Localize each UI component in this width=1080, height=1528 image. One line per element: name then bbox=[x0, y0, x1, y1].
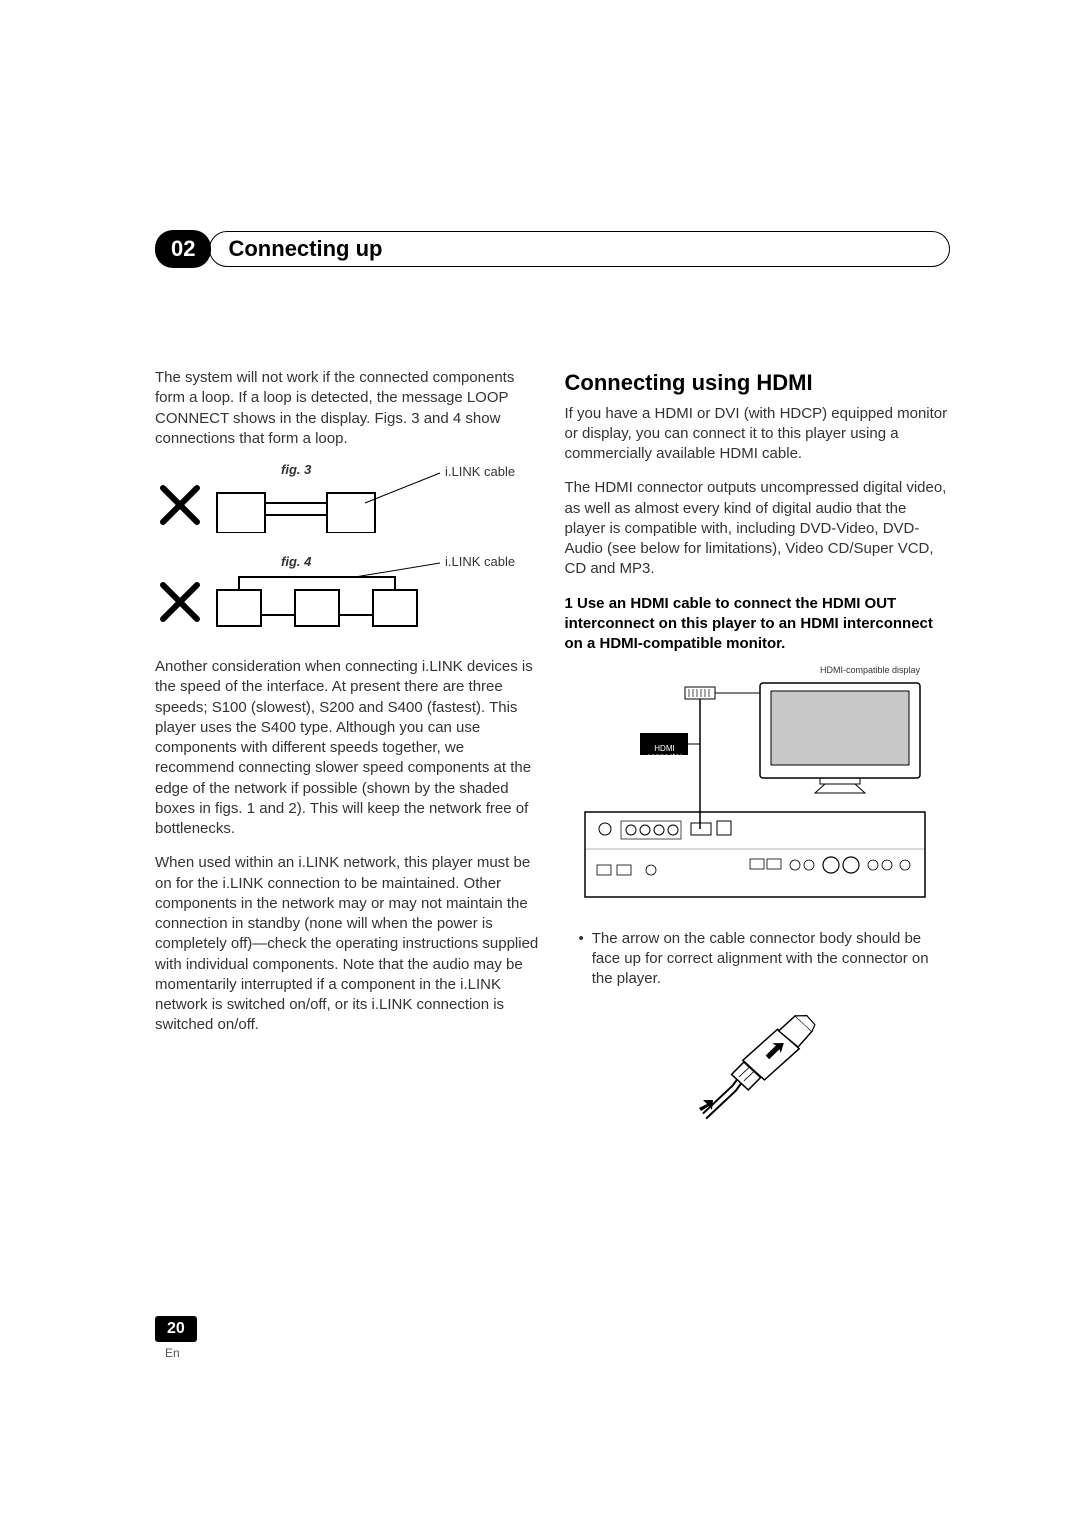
hdmi-connector-label: HDMI connector bbox=[643, 745, 687, 761]
fig3-label: fig. 3 bbox=[281, 461, 311, 479]
chapter-number-badge: 02 bbox=[155, 230, 211, 268]
display-caption: HDMI-compatible display bbox=[565, 664, 951, 676]
network-paragraph: When used within an i.LINK network, this… bbox=[155, 853, 541, 1035]
content-columns: The system will not work if the connecte… bbox=[155, 368, 950, 1134]
fig4-cable-label: i.LINK cable bbox=[445, 553, 515, 571]
chapter-title-container: Connecting up bbox=[209, 231, 950, 267]
fig4-label: fig. 4 bbox=[281, 553, 311, 571]
bullet-text: The arrow on the cable connector body sh… bbox=[592, 929, 950, 990]
figure-4: fig. 4 i.LINK cable bbox=[155, 555, 541, 635]
figure-3: fig. 3 i.LINK cable bbox=[155, 463, 541, 533]
hdmi-para2: The HDMI connector outputs uncompressed … bbox=[565, 478, 951, 579]
chapter-header: 02 Connecting up bbox=[155, 230, 950, 268]
hdmi-connection-diagram: HDMI-compatible display bbox=[565, 664, 951, 928]
intro-paragraph: The system will not work if the connecte… bbox=[155, 368, 541, 449]
right-column: Connecting using HDMI If you have a HDMI… bbox=[565, 368, 951, 1134]
speed-paragraph: Another consideration when connecting i.… bbox=[155, 657, 541, 839]
hdmi-heading: Connecting using HDMI bbox=[565, 368, 951, 398]
fig3-cable-label: i.LINK cable bbox=[445, 463, 515, 481]
bullet-icon: • bbox=[579, 929, 584, 990]
language-code: En bbox=[165, 1346, 180, 1360]
left-column: The system will not work if the connecte… bbox=[155, 368, 541, 1134]
hdmi-plug-illustration bbox=[565, 1008, 951, 1134]
hdmi-para1: If you have a HDMI or DVI (with HDCP) eq… bbox=[565, 404, 951, 465]
arrow-bullet: • The arrow on the cable connector body … bbox=[565, 929, 951, 990]
chapter-title: Connecting up bbox=[228, 236, 931, 262]
step-1: 1 Use an HDMI cable to connect the HDMI … bbox=[565, 594, 951, 655]
page-number-badge: 20 bbox=[155, 1316, 197, 1342]
